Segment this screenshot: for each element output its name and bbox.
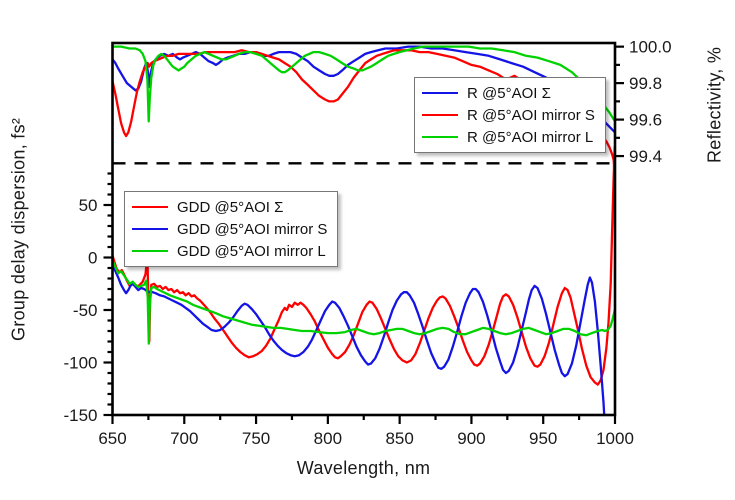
legend-item-label: GDD @5°AOI mirror L xyxy=(177,242,326,260)
x-tick-label: 900 xyxy=(457,429,485,448)
legend-item-label: R @5°AOI Σ xyxy=(467,84,551,102)
x-tick-label: 650 xyxy=(98,429,126,448)
y-right-tick-label: 99.8 xyxy=(629,74,662,93)
x-tick-label: 950 xyxy=(529,429,557,448)
legend-line-sample xyxy=(422,114,458,116)
y-axis-title-reflectivity: Reflectivity, % xyxy=(704,46,725,164)
legend-item: GDD @5°AOI mirror L xyxy=(132,241,327,261)
y-left-tick-label: 0 xyxy=(88,249,97,268)
x-axis-title: Wavelength, nm xyxy=(296,458,431,478)
legend-item-label: GDD @5°AOI mirror S xyxy=(177,220,328,238)
y-left-tick-label: -100 xyxy=(63,354,97,373)
legend-line-sample xyxy=(422,92,458,94)
legend-item: R @5°AOI mirror S xyxy=(422,105,595,125)
reflectivity-curve-r-aoi-mirror-l xyxy=(113,45,614,123)
legend-line-sample xyxy=(132,206,168,208)
x-tick-label: 800 xyxy=(314,429,342,448)
legend-line-sample xyxy=(422,136,458,138)
legend-reflectivity: R @5°AOI Σ R @5°AOI mirror S R @5°AOI mi… xyxy=(414,77,606,153)
legend-item-label: R @5°AOI mirror S xyxy=(467,106,595,124)
gdd-curve-gdd-aoi-mirror-l xyxy=(113,260,614,345)
y-right-tick-label: 99.6 xyxy=(629,111,662,130)
y-right-tick-label: 100.0 xyxy=(629,38,672,57)
legend-line-sample xyxy=(132,228,168,230)
y-right-tick-label: 99.4 xyxy=(629,147,662,166)
y-left-tick-label: 50 xyxy=(79,196,98,215)
legend-line-sample xyxy=(132,250,168,252)
y-left-tick-label: -150 xyxy=(63,406,97,425)
legend-item: GDD @5°AOI mirror S xyxy=(132,219,327,239)
x-tick-label: 700 xyxy=(170,429,198,448)
gdd-curve-gdd-aoi-mirror-s xyxy=(113,265,606,414)
legend-item: GDD @5°AOI Σ xyxy=(132,197,327,217)
x-tick-label: 1000 xyxy=(596,429,634,448)
y-left-tick-label: -50 xyxy=(73,301,98,320)
legend-item-label: GDD @5°AOI Σ xyxy=(177,198,284,216)
legend-item: R @5°AOI Σ xyxy=(422,83,595,103)
gdd-curve-gdd-aoi- xyxy=(113,146,614,386)
y-axis-title-gdd: Group delay dispersion, fs² xyxy=(8,117,29,341)
x-tick-label: 750 xyxy=(242,429,270,448)
legend-item: R @5°AOI mirror L xyxy=(422,127,595,147)
legend-gdd: GDD @5°AOI Σ GDD @5°AOI mirror S GDD @5°… xyxy=(124,191,339,267)
legend-item-label: R @5°AOI mirror L xyxy=(467,128,594,146)
x-tick-label: 850 xyxy=(385,429,413,448)
